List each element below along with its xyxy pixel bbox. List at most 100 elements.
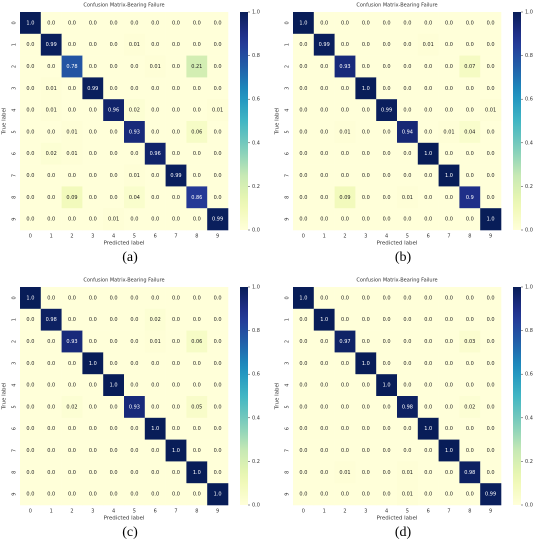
cell	[480, 483, 502, 506]
cell-label: 0.0	[299, 195, 307, 201]
x-tick-label: 4	[112, 234, 115, 240]
cell	[376, 352, 398, 375]
cell	[40, 330, 62, 353]
x-tick-label: 5	[133, 234, 136, 240]
cell	[480, 164, 502, 187]
y-tick-label: 4	[285, 109, 291, 112]
cell	[480, 77, 502, 100]
cell	[144, 121, 166, 144]
cell-label: 1.0	[26, 20, 34, 26]
cell-label: 0.93	[66, 339, 77, 345]
cell	[376, 461, 398, 484]
cell	[355, 99, 377, 122]
cell-label: 0.0	[89, 173, 97, 179]
cell	[40, 77, 62, 100]
y-tick-label: 6	[285, 152, 291, 155]
colorbar-tick-label: 0.0	[525, 503, 533, 509]
cell	[124, 99, 146, 122]
cell	[186, 483, 208, 506]
y-tick-label: 6	[285, 427, 291, 430]
cell	[40, 208, 62, 231]
cell	[165, 55, 187, 78]
cell	[103, 483, 125, 506]
cell	[82, 121, 104, 144]
cell-label: 0.0	[68, 448, 76, 454]
cell	[355, 77, 377, 100]
cell-label: 0.0	[89, 339, 97, 345]
cell-label: 0.01	[402, 492, 413, 498]
cell-label: 0.0	[445, 108, 453, 114]
cell	[40, 374, 62, 397]
cell-label: 0.02	[46, 151, 57, 157]
cell	[144, 99, 166, 122]
cell-label: 0.01	[129, 42, 140, 48]
cell-label: 0.0	[341, 404, 349, 410]
cell	[61, 142, 83, 165]
cell-label: 0.97	[339, 339, 350, 345]
cell-label: 0.0	[424, 383, 432, 389]
cell	[313, 142, 335, 165]
cell-label: 1.0	[320, 317, 328, 323]
chart-title: Confusion Matrix-Bearing Failure	[83, 278, 164, 284]
cell	[20, 461, 42, 484]
cell-label: 0.0	[110, 20, 118, 26]
cell	[397, 142, 419, 165]
cell-label: 0.0	[151, 448, 159, 454]
cell-label: 0.0	[47, 339, 55, 345]
cell	[334, 99, 356, 122]
cell-label: 0.06	[191, 129, 202, 135]
cell	[480, 352, 502, 375]
colorbar-tick-label: 0.6	[525, 97, 533, 103]
y-tick-label: 1	[285, 43, 291, 46]
cell-label: 0.0	[89, 108, 97, 114]
cell-label: 0.0	[383, 129, 391, 135]
cell	[355, 164, 377, 187]
cell-label: 0.0	[487, 173, 495, 179]
cell-label: 0.0	[89, 383, 97, 389]
cell-label: 0.0	[487, 151, 495, 157]
cell	[376, 374, 398, 397]
cell-label: 0.0	[299, 383, 307, 389]
cell	[334, 186, 356, 209]
cell	[82, 396, 104, 419]
cell-label: 0.01	[212, 108, 223, 114]
cell-label: 0.0	[445, 295, 453, 301]
cell	[459, 121, 481, 144]
cell-label: 0.0	[26, 492, 34, 498]
cell-label: 0.0	[68, 20, 76, 26]
cell	[61, 12, 83, 35]
cell	[124, 461, 146, 484]
cell	[61, 352, 83, 375]
x-tick-label: 2	[343, 234, 346, 240]
cell-label: 0.0	[424, 108, 432, 114]
cell-label: 0.0	[445, 195, 453, 201]
cell-label: 0.0	[172, 217, 180, 223]
cell-label: 0.0	[445, 470, 453, 476]
cell-label: 0.0	[362, 383, 370, 389]
y-tick-label: 7	[285, 174, 291, 177]
cell-label: 0.0	[47, 129, 55, 135]
cell	[165, 142, 187, 165]
cell-label: 0.0	[130, 86, 138, 92]
cell-label: 0.02	[464, 404, 475, 410]
y-tick-label: 1	[285, 318, 291, 321]
cell-label: 0.0	[26, 339, 34, 345]
cell-label: 0.0	[68, 108, 76, 114]
cell-label: 0.0	[424, 20, 432, 26]
y-tick-label: 5	[285, 405, 291, 408]
cell-label: 0.01	[339, 470, 350, 476]
x-tick-label: 8	[468, 234, 471, 240]
cell	[334, 417, 356, 440]
cell-label: 0.0	[214, 361, 222, 367]
cell	[20, 121, 42, 144]
cell	[124, 439, 146, 462]
cell	[293, 142, 315, 165]
cell	[397, 164, 419, 187]
cell	[20, 77, 42, 100]
cell	[397, 374, 419, 397]
cell	[144, 483, 166, 506]
cell	[376, 99, 398, 122]
cell	[334, 308, 356, 331]
cell-label: 0.0	[89, 295, 97, 301]
cell-label: 0.0	[362, 195, 370, 201]
